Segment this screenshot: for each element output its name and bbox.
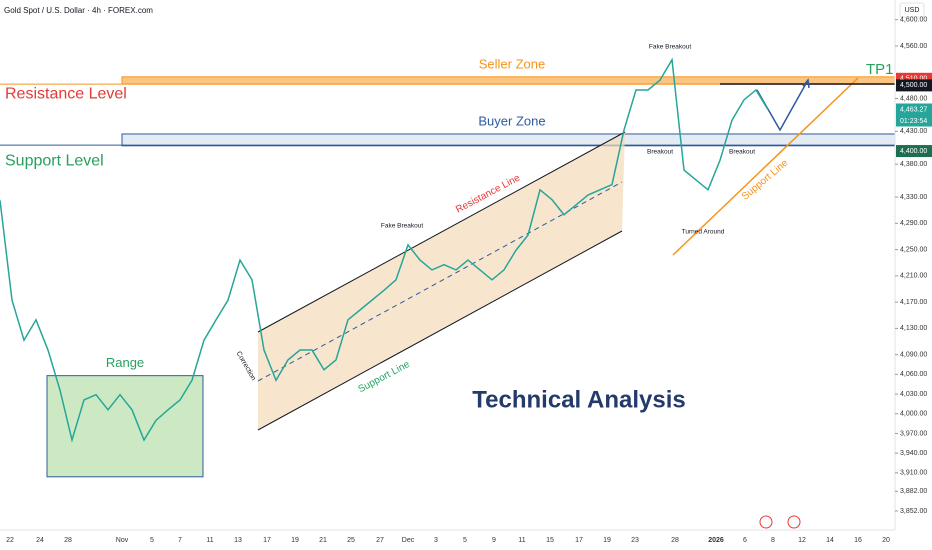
y-tick-label: 4,480.00 <box>900 95 927 102</box>
x-tick-label: 17 <box>263 537 271 544</box>
y-tick-label: 4,430.00 <box>900 128 927 135</box>
currency: USD <box>905 7 920 14</box>
x-tick-label: 23 <box>631 537 639 544</box>
event-icon[interactable] <box>787 515 801 529</box>
x-tick-label: Nov <box>116 537 129 544</box>
x-tick-label: 5 <box>150 537 154 544</box>
y-tick-label: 4,030.00 <box>900 391 927 398</box>
price-badge-label: 4,463.27 <box>900 106 927 113</box>
x-tick-label: 15 <box>546 537 554 544</box>
x-tick-label: 27 <box>376 537 384 544</box>
x-tick-label: 11 <box>518 537 525 544</box>
x-tick-label: 16 <box>854 537 862 544</box>
x-tick-label: 25 <box>347 537 355 544</box>
price-badge-label: 4,510.00 <box>900 76 927 83</box>
y-tick-label: 3,940.00 <box>900 450 927 457</box>
price-badge <box>896 103 932 116</box>
y-tick-label: 4,560.00 <box>900 43 927 50</box>
zone-label: Seller Zone <box>479 56 545 71</box>
axes: 4,600.00 4,560.00 4,480.00 4,430.00 4,380.00… <box>6 17 932 544</box>
y-tick-label: 4,380.00 <box>900 161 927 168</box>
x-tick-label: 8 <box>771 537 775 544</box>
range-box <box>46 375 204 478</box>
event-icon[interactable] <box>759 515 773 529</box>
y-tick-label: 3,970.00 <box>900 430 927 437</box>
x-tick-label: 17 <box>575 537 583 544</box>
y-tick-label: 4,000.00 <box>900 411 927 418</box>
x-tick-label: 9 <box>492 537 496 544</box>
annotation: Fake Breakout <box>381 223 423 230</box>
x-tick-label: 20 <box>882 537 890 544</box>
price-badge <box>896 145 932 158</box>
zone-label: Buyer Zone <box>478 113 545 128</box>
range-label: Range <box>106 355 144 370</box>
y-tick-label: 4,170.00 <box>900 299 927 306</box>
zone <box>121 76 896 85</box>
annotation: Breakout <box>729 149 755 156</box>
trend-support <box>672 77 859 256</box>
x-tick-label: 11 <box>206 537 213 544</box>
price-axis <box>895 0 932 550</box>
y-tick-label: 4,210.00 <box>900 273 927 280</box>
level-label: Support Level <box>5 152 104 169</box>
annotation: Breakout <box>647 149 673 156</box>
x-tick-label: 19 <box>291 537 299 544</box>
price-badge <box>896 79 932 92</box>
y-tick-label: 4,600.00 <box>900 17 927 24</box>
x-tick-label: 22 <box>6 537 14 544</box>
annotation: Fake Breakout <box>649 44 691 51</box>
x-tick-label: 3 <box>434 537 438 544</box>
y-tick-label: 4,090.00 <box>900 351 927 358</box>
channel-mid <box>257 181 623 382</box>
channel-bottom <box>257 230 623 431</box>
tp-label: TP1 <box>866 61 894 78</box>
currency-box <box>899 2 925 18</box>
x-tick-label: 12 <box>798 537 806 544</box>
symbol: Gold Spot / U.S. Dollar · 4h · FOREX.com <box>4 6 153 15</box>
x-tick-label: 21 <box>319 537 327 544</box>
price <box>0 57 769 443</box>
price-badge-label: 4,500.00 <box>900 82 927 89</box>
zone <box>121 133 896 147</box>
x-tick-label: 7 <box>178 537 182 544</box>
annotation: Turned Around <box>682 229 725 236</box>
x-tick-label: 13 <box>234 537 242 544</box>
x-tick-label: 5 <box>463 537 467 544</box>
x-tick-label: 28 <box>64 537 72 544</box>
y-tick-label: 4,060.00 <box>900 371 927 378</box>
x-tick-label: 24 <box>36 537 44 544</box>
x-tick-label: 19 <box>603 537 611 544</box>
y-tick-label: 4,330.00 <box>900 194 927 201</box>
x-tick-label: 14 <box>826 537 834 544</box>
x-tick-label: 6 <box>743 537 747 544</box>
x-tick-label: 28 <box>671 537 679 544</box>
projection-arrow <box>802 78 810 89</box>
analysis-title: Technical Analysis <box>472 386 685 413</box>
channel-top <box>257 131 626 333</box>
countdown: 01:23:54 <box>900 118 927 125</box>
x-tick-label: Dec <box>402 537 415 544</box>
level-label: Resistance Level <box>5 85 127 102</box>
y-tick-label: 3,882.00 <box>900 488 927 495</box>
y-tick-label: 4,250.00 <box>900 246 927 253</box>
y-tick-label: 4,130.00 <box>900 325 927 332</box>
y-tick-label: 3,852.00 <box>900 508 927 515</box>
y-tick-label: 4,290.00 <box>900 220 927 227</box>
y-tick-label: 3,910.00 <box>900 470 927 477</box>
price-badge-label: 4,400.00 <box>900 148 927 155</box>
x-tick-label: 2026 <box>708 537 724 544</box>
zones: Seller Zone Buyer Zone Resistance Level Sup… <box>0 56 896 478</box>
countdown-bg <box>896 115 932 127</box>
price-line <box>0 57 769 443</box>
